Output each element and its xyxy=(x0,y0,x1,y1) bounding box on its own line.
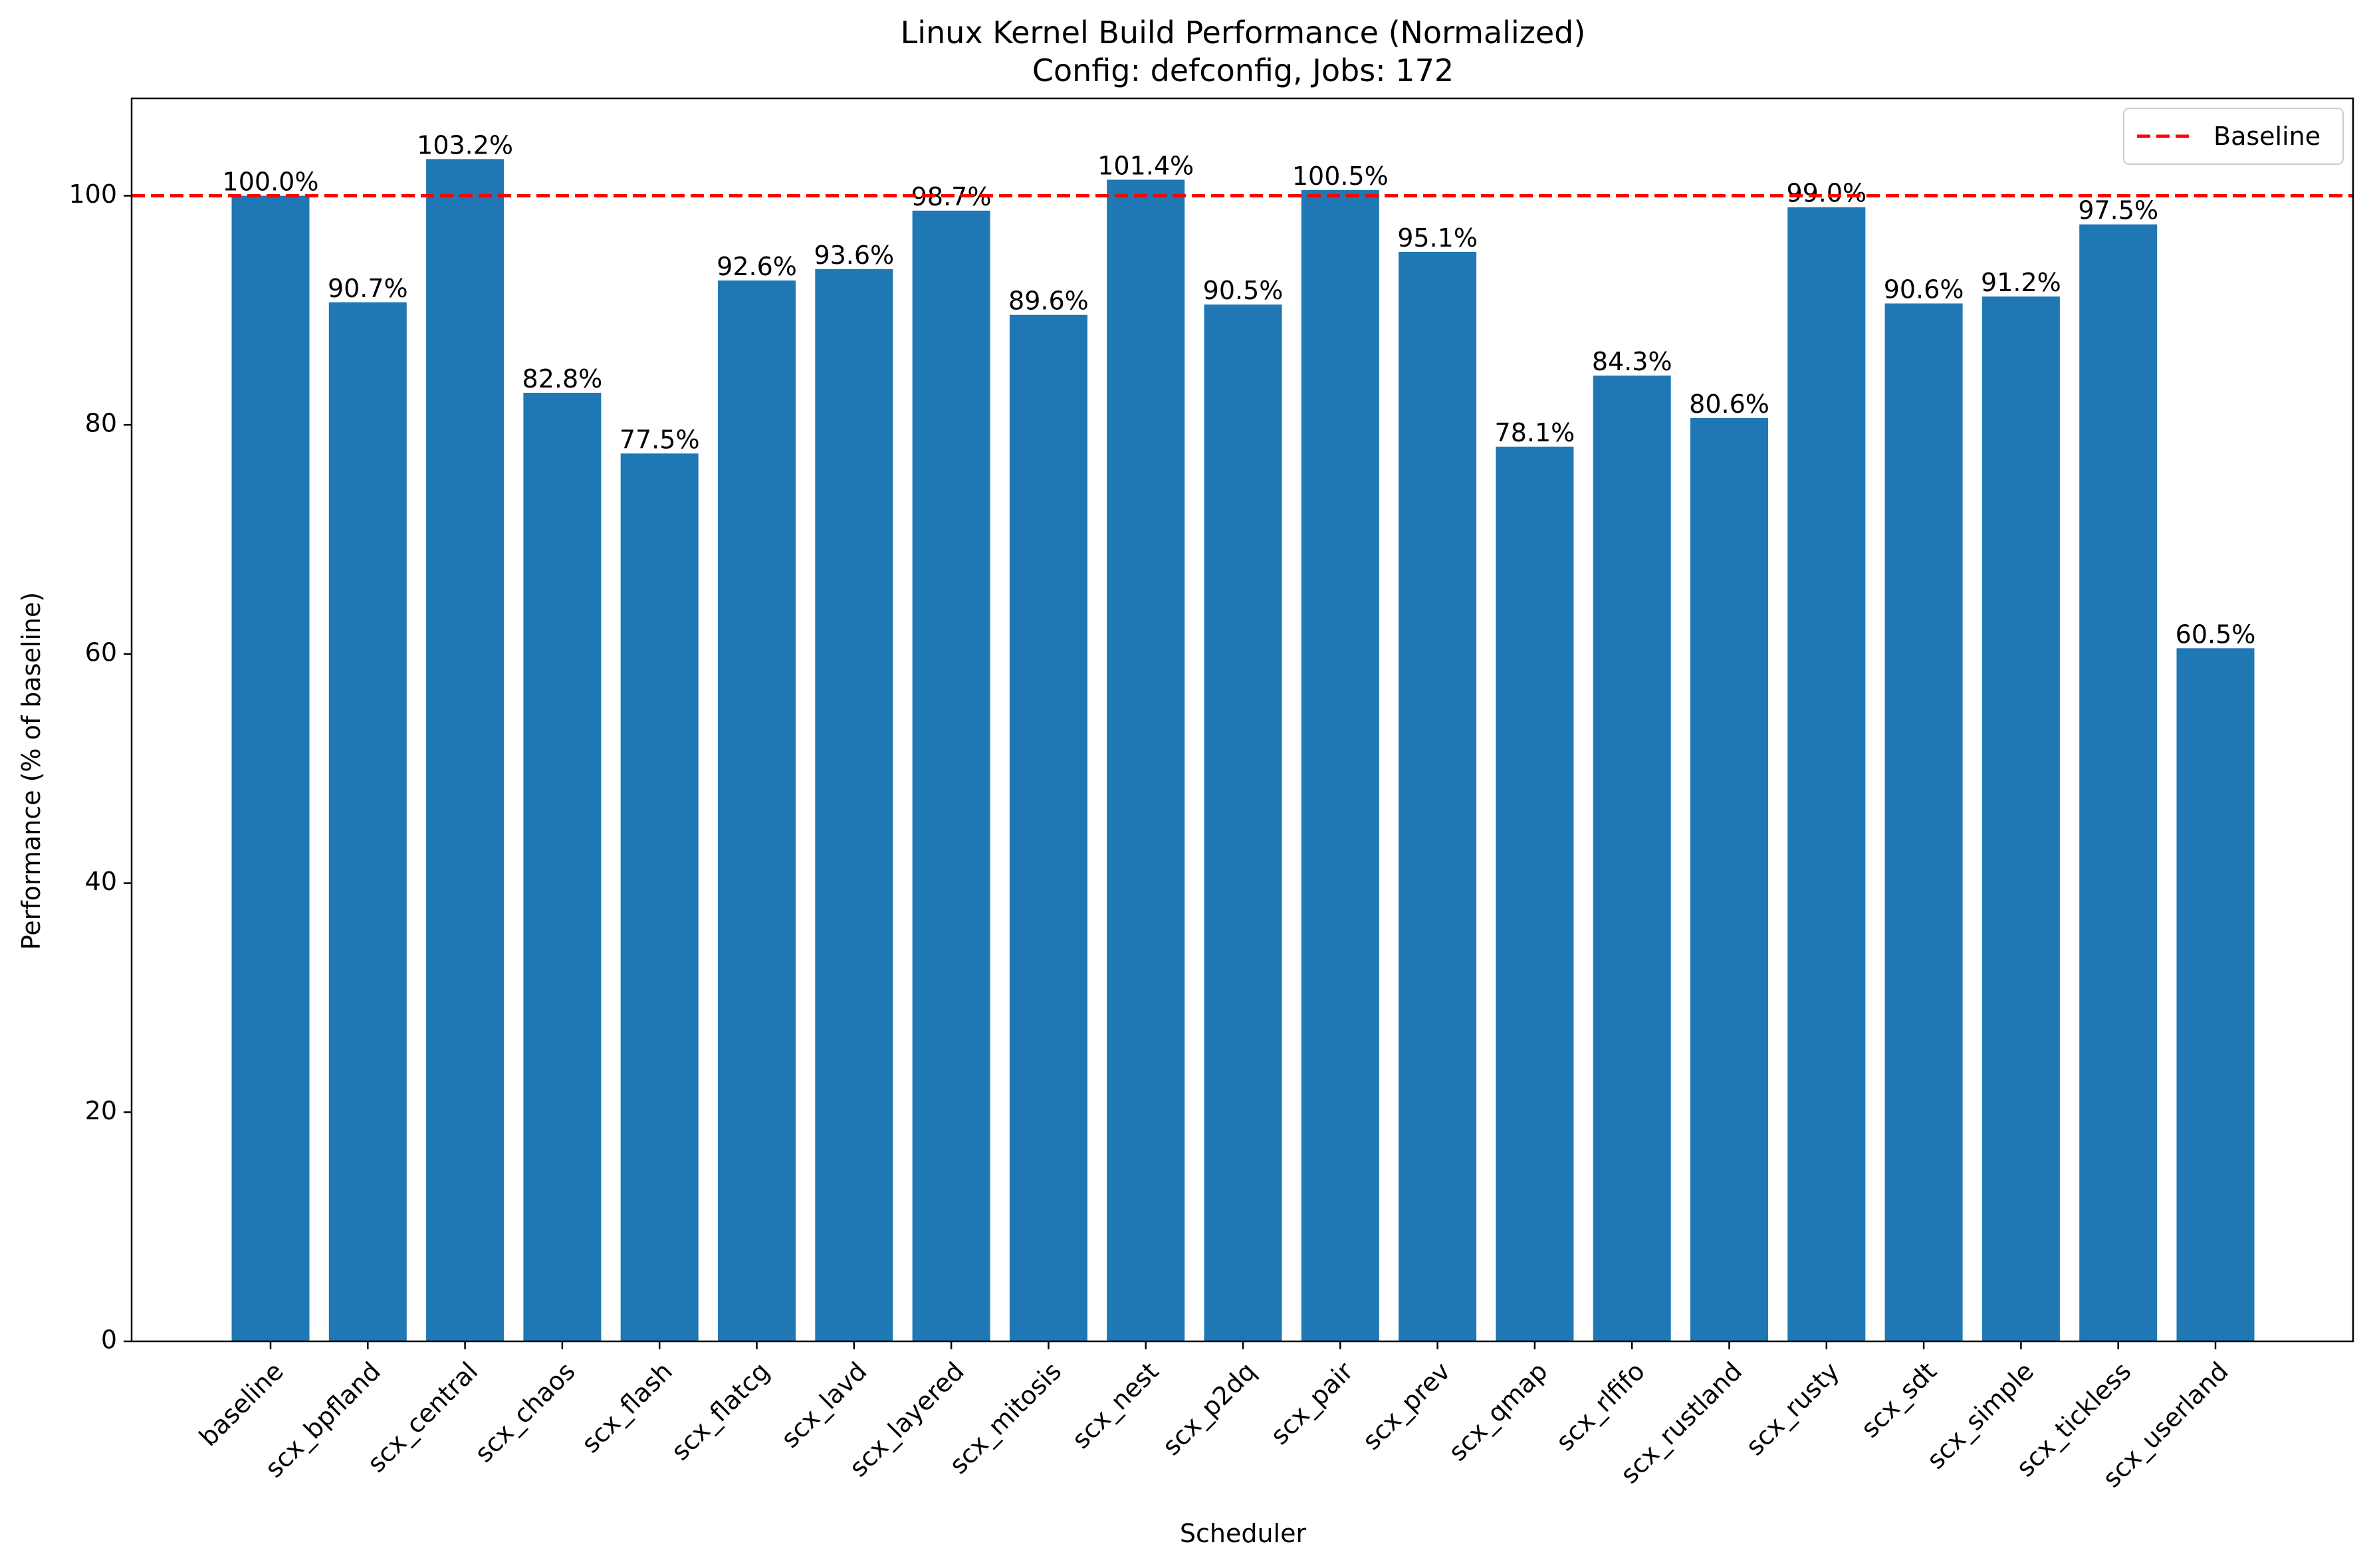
data-label-scx_mitosis: 89.6% xyxy=(1008,286,1089,316)
x-tick-label-baseline: baseline xyxy=(193,1357,289,1452)
chart-subtitle: Config: defconfig, Jobs: 172 xyxy=(1032,53,1454,88)
bar-baseline xyxy=(231,195,310,1341)
y-tick-label-40: 40 xyxy=(85,867,117,896)
data-label-scx_lavd: 93.6% xyxy=(814,241,894,270)
x-tick-label-scx_nest: scx_nest xyxy=(1066,1357,1164,1454)
bar-scx_flash xyxy=(620,453,699,1342)
data-label-scx_flash: 77.5% xyxy=(620,425,700,454)
data-label-baseline: 100.0% xyxy=(223,167,319,196)
bar-scx_prev xyxy=(1399,251,1477,1341)
data-label-scx_p2dq: 90.5% xyxy=(1203,276,1284,305)
data-label-scx_rusty: 99.0% xyxy=(1786,179,1866,208)
x-tick-label-scx_flash: scx_flash xyxy=(576,1357,678,1459)
data-label-scx_qmap: 78.1% xyxy=(1495,418,1575,447)
legend-entry-baseline: Baseline xyxy=(2213,122,2320,151)
bar-scx_rusty xyxy=(1787,207,1866,1342)
bar-scx_mitosis xyxy=(1009,314,1087,1341)
data-label-scx_pair: 100.5% xyxy=(1292,162,1389,191)
x-tick-label-scx_sdt: scx_sdt xyxy=(1855,1357,1942,1444)
bar-scx_chaos xyxy=(523,392,602,1341)
bar-scx_p2dq xyxy=(1204,304,1282,1341)
x-tick-label-scx_prev: scx_prev xyxy=(1357,1357,1456,1456)
data-label-scx_central: 103.2% xyxy=(417,130,513,160)
bar-scx_layered xyxy=(912,210,990,1342)
x-tick-label-scx_flatcg: scx_flatcg xyxy=(665,1357,775,1466)
bar-scx_lavd xyxy=(815,269,893,1341)
x-tick-label-scx_rusty: scx_rusty xyxy=(1740,1357,1845,1462)
x-tick-label-scx_chaos: scx_chaos xyxy=(469,1357,581,1468)
data-label-scx_nest: 101.4% xyxy=(1097,151,1194,180)
y-tick-label-20: 20 xyxy=(85,1096,117,1125)
bar-scx_bpfland xyxy=(328,302,407,1341)
y-tick-label-0: 0 xyxy=(101,1325,117,1355)
data-label-scx_rustland: 80.6% xyxy=(1689,390,1769,419)
bar-scx_sdt xyxy=(1884,303,1963,1341)
y-axis: 0 20 40 60 80 100 xyxy=(68,179,132,1355)
bar-scx_rlfifo xyxy=(1593,376,1671,1341)
x-tick-label-scx_qmap: scx_qmap xyxy=(1443,1357,1553,1467)
data-label-scx_prev: 95.1% xyxy=(1397,223,1478,253)
chart-title: Linux Kernel Build Performance (Normaliz… xyxy=(901,15,1586,51)
data-label-scx_chaos: 82.8% xyxy=(522,364,603,393)
bar-scx_pair xyxy=(1301,189,1379,1342)
y-tick-label-80: 80 xyxy=(85,409,117,438)
legend-box xyxy=(2123,108,2344,165)
bars-group xyxy=(231,159,2255,1342)
x-tick-label-scx_rlfifo: scx_rlfifo xyxy=(1550,1357,1650,1457)
data-labels-group: 100.0%90.7%103.2%82.8%77.5%92.6% 93.6%98.… xyxy=(223,130,2256,649)
data-label-scx_simple: 91.2% xyxy=(1981,268,2061,297)
data-label-scx_sdt: 90.6% xyxy=(1884,275,1964,304)
bar-scx_flatcg xyxy=(718,280,796,1341)
y-axis-label: Performance (% of baseline) xyxy=(17,592,46,951)
x-axis-label: Scheduler xyxy=(1180,1519,1307,1548)
x-axis: baselinescx_bpflandscx_centralscx_chaoss… xyxy=(193,1341,2234,1494)
y-tick-label-60: 60 xyxy=(85,637,117,667)
bar-scx_simple xyxy=(1981,296,2060,1341)
data-label-scx_flatcg: 92.6% xyxy=(717,252,797,281)
data-label-scx_tickless: 97.5% xyxy=(2078,196,2158,225)
bar-scx_central xyxy=(426,159,505,1342)
x-tick-label-scx_p2dq: scx_p2dq xyxy=(1157,1357,1261,1461)
bar-scx_nest xyxy=(1107,179,1185,1341)
legend: Baseline xyxy=(2123,108,2344,165)
y-tick-label-100: 100 xyxy=(68,179,117,209)
x-tick-label-scx_lavd: scx_lavd xyxy=(775,1357,872,1454)
bar-scx_userland xyxy=(2176,648,2255,1341)
bar-scx_tickless xyxy=(2079,224,2158,1342)
bar-scx_qmap xyxy=(1496,446,1574,1341)
data-label-scx_bpfland: 90.7% xyxy=(328,274,408,303)
data-label-scx_rlfifo: 84.3% xyxy=(1592,347,1672,376)
x-tick-label-scx_pair: scx_pair xyxy=(1265,1356,1359,1450)
bar-scx_rustland xyxy=(1690,417,1768,1341)
data-label-scx_userland: 60.5% xyxy=(2176,619,2256,649)
